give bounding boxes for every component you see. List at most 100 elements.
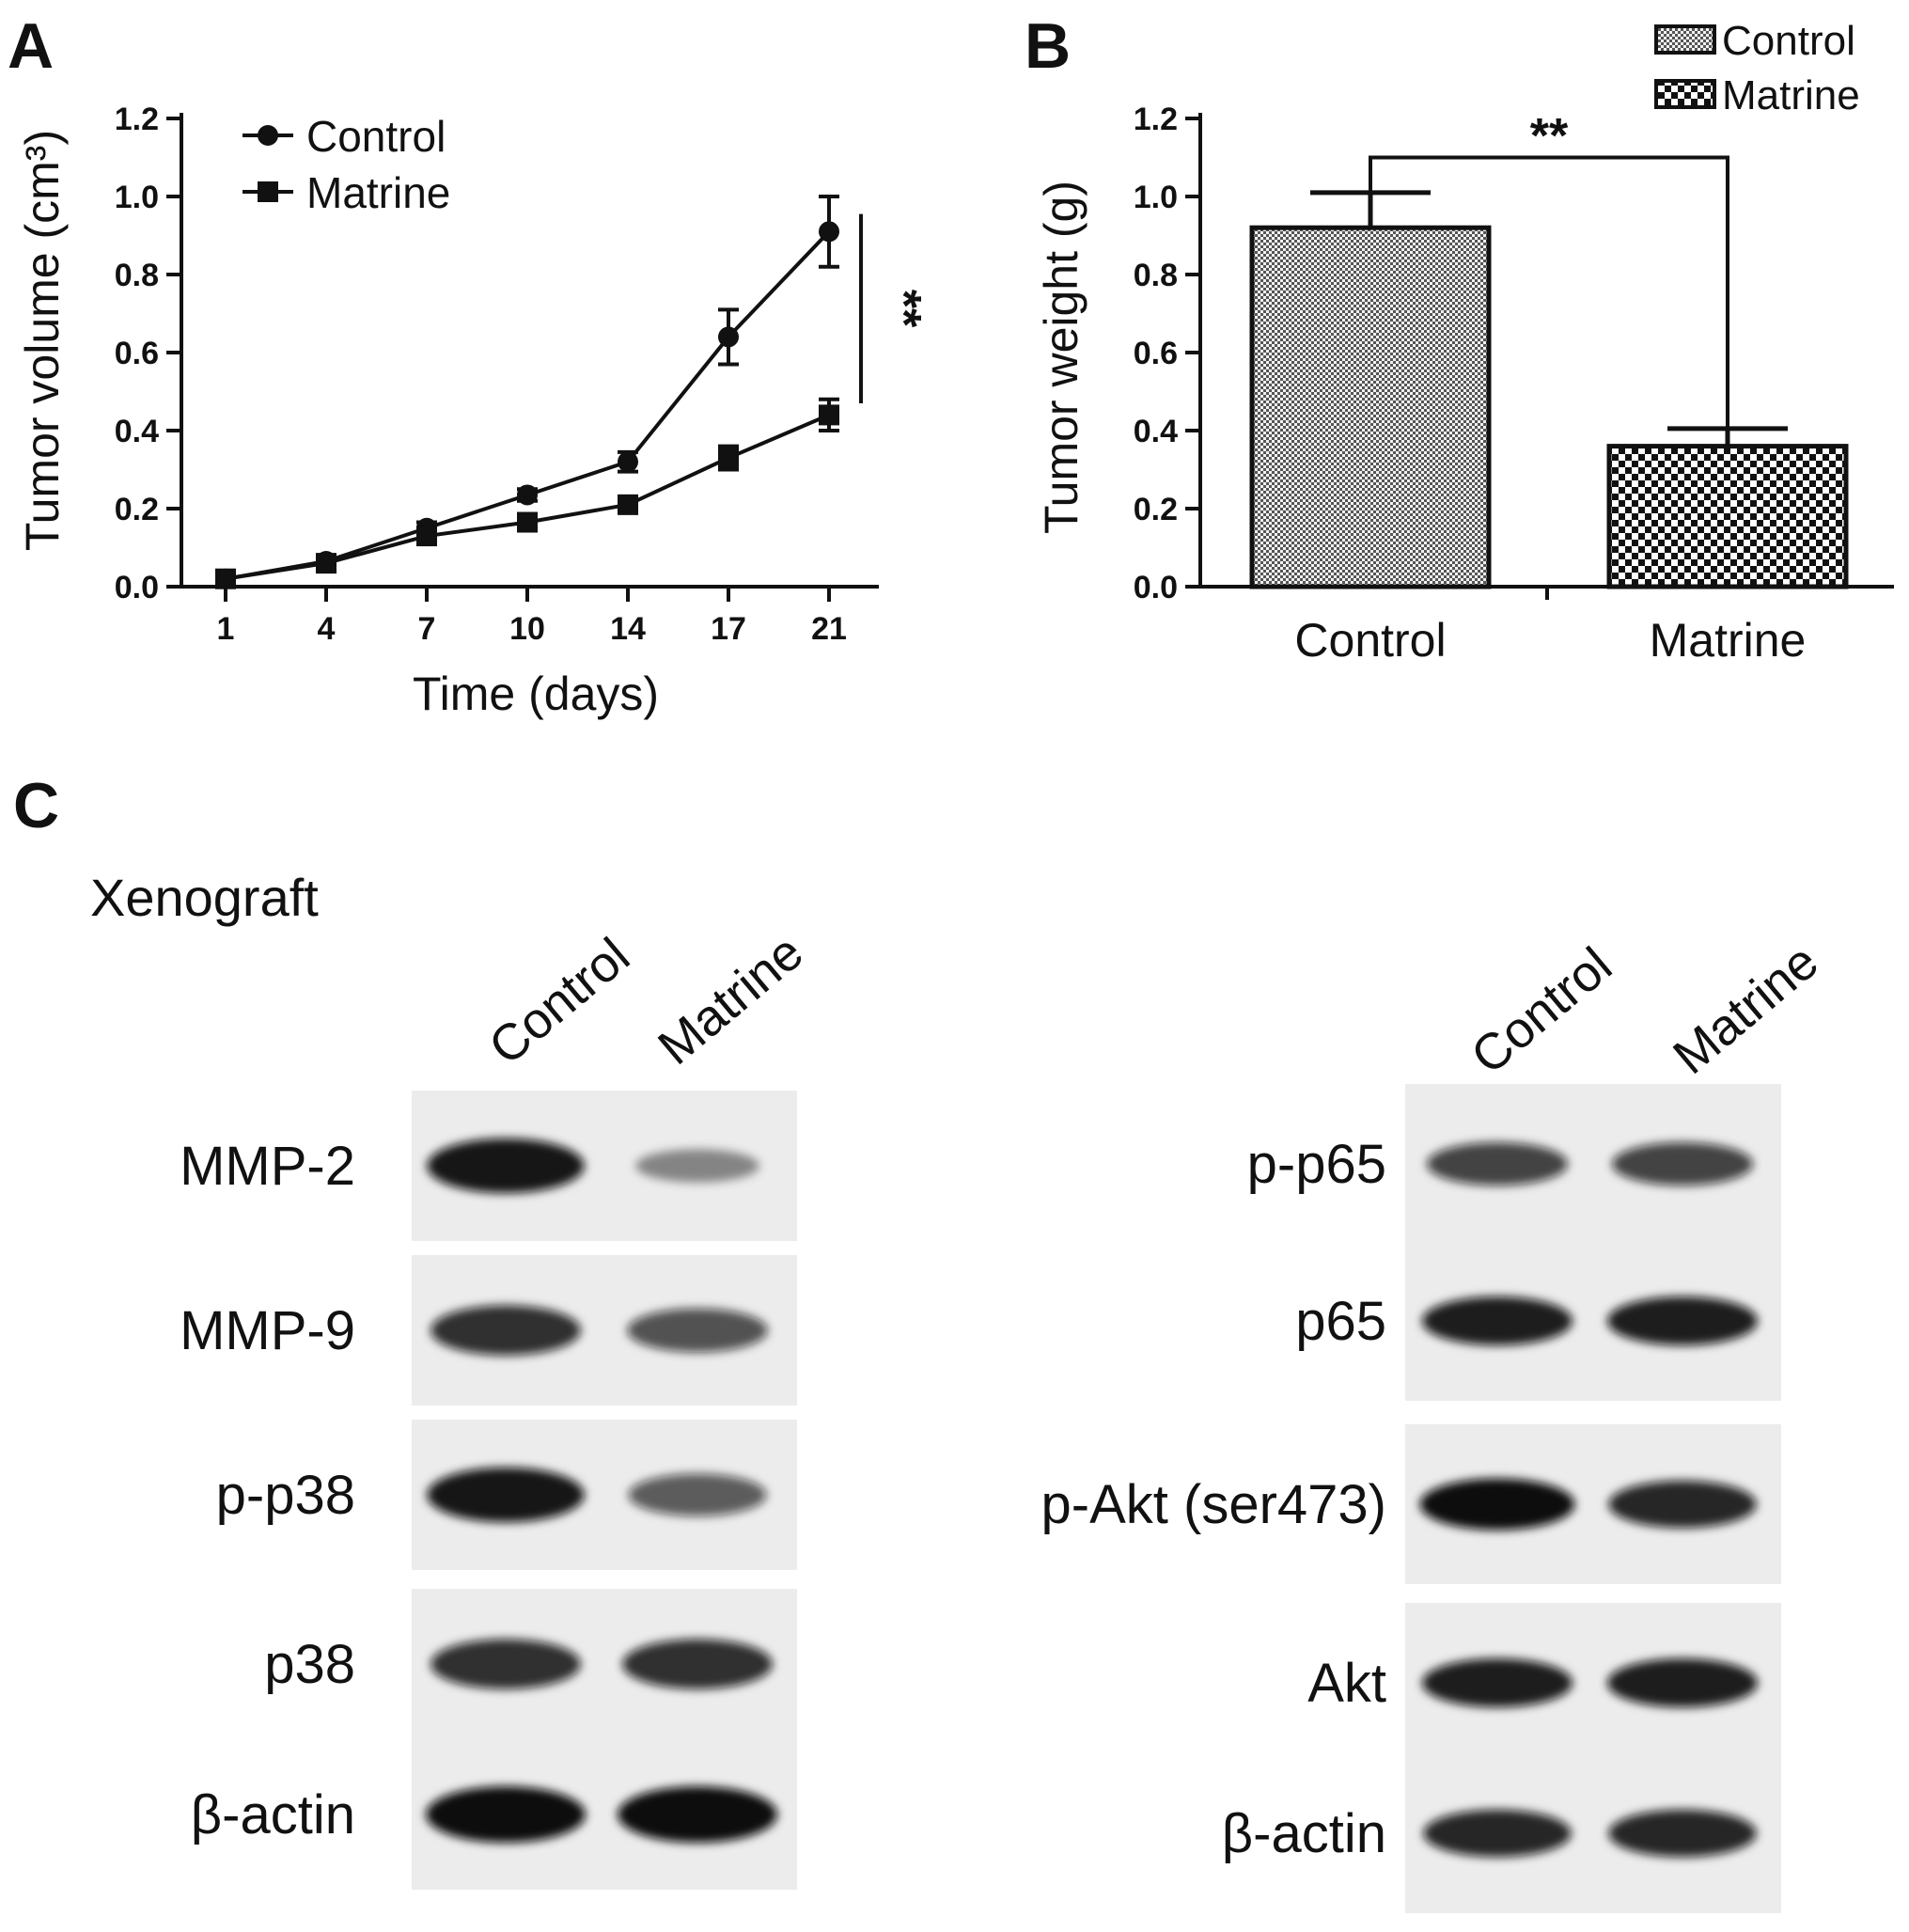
blot-row-label: p-p65 — [1247, 1134, 1386, 1195]
data-point-matrine — [215, 568, 236, 589]
lane-label-control: Control — [478, 927, 640, 1076]
lane-label-matrine: Matrine — [1663, 933, 1829, 1085]
legend-swatch — [1654, 24, 1716, 55]
x-tick-label: 4 — [318, 611, 336, 647]
chart-a-axes — [166, 113, 879, 602]
blot-row-label: MMP-2 — [180, 1136, 355, 1197]
chart-a-series — [215, 195, 863, 589]
legend-marker-circle — [258, 125, 278, 146]
x-tick-label: Control — [1294, 614, 1446, 667]
data-point-matrine — [316, 553, 336, 574]
y-tick-label: 1.0 — [115, 180, 159, 215]
y-tick-label: 0.2 — [115, 492, 159, 527]
y-tick-label: 1.2 — [1134, 102, 1178, 137]
blot-band — [1421, 1658, 1573, 1707]
legend-entry: Control — [306, 112, 446, 161]
lane-label-matrine: Matrine — [648, 923, 814, 1076]
data-point-matrine — [718, 448, 739, 469]
chart-a-tick-labels: 0.00.20.40.60.81.01.21 4 7 10 14 17 21 — [115, 102, 847, 647]
y-tick-label: 0.4 — [115, 414, 159, 449]
y-tick-label: 0.4 — [1134, 414, 1178, 449]
legend-swatch — [1654, 79, 1716, 109]
y-axis-label: Tumor volume (cm³) — [16, 130, 69, 551]
panel-label-a: A — [8, 10, 54, 82]
blot-row-label: p38 — [264, 1634, 355, 1695]
blot-band — [627, 1308, 768, 1353]
data-point-matrine — [517, 511, 538, 533]
significance-marker: ** — [876, 290, 931, 328]
x-axis-label: Time (days) — [413, 668, 659, 720]
panel-label-c: C — [13, 770, 59, 841]
chart-b-legend: Control Matrine — [1654, 18, 1860, 118]
blot-band — [1423, 1809, 1572, 1858]
lane-label-control: Control — [1461, 936, 1622, 1085]
blot-row-label: Akt — [1307, 1653, 1386, 1714]
blot-row-label: p-p38 — [216, 1465, 355, 1526]
blot-row-label: p-Akt (ser473) — [1041, 1474, 1386, 1535]
y-tick-label: 1.2 — [115, 102, 159, 137]
blot-band — [426, 1786, 586, 1843]
blot-band — [427, 1467, 585, 1523]
data-point-control — [517, 484, 538, 506]
y-tick-label: 0.6 — [115, 336, 159, 371]
blot-band — [618, 1786, 777, 1843]
western-blot-right: Control Matrine p-p65 p65 p-Akt (ser473) Akt β… — [1041, 933, 1829, 1913]
blot-band — [1421, 1296, 1573, 1345]
y-tick-label: 0.8 — [115, 258, 159, 293]
data-point-control — [618, 451, 638, 473]
x-tick-label: 14 — [610, 611, 646, 647]
x-tick-label: 10 — [509, 611, 545, 647]
legend-entry: Matrine — [1722, 72, 1860, 118]
blot-band — [1608, 1809, 1757, 1858]
blot-band — [1611, 1142, 1754, 1186]
chart-b-bars — [1249, 155, 1849, 589]
y-tick-label: 0.8 — [1134, 258, 1178, 293]
y-tick-label: 0.0 — [115, 570, 159, 605]
y-tick-label: 1.0 — [1134, 180, 1178, 215]
blot-band — [635, 1149, 759, 1183]
line-chart-tumor-volume: 0.00.20.40.60.81.01.21 4 7 10 14 17 21 Control… — [16, 102, 931, 720]
x-tick-label: 21 — [811, 611, 847, 647]
blot-band — [1419, 1478, 1575, 1531]
blot-band — [1608, 1480, 1757, 1529]
xenograft-label: Xenograft — [90, 868, 319, 927]
blot-band — [628, 1473, 767, 1516]
legend-entry: Matrine — [306, 168, 450, 217]
x-tick-label: 7 — [418, 611, 436, 647]
blot-row-label: p65 — [1295, 1291, 1386, 1352]
bar-control — [1249, 225, 1492, 589]
blot-band — [427, 1138, 585, 1194]
x-tick-label: 1 — [217, 611, 235, 647]
data-point-control — [819, 221, 839, 243]
blot-band — [1606, 1296, 1759, 1345]
bar-matrine — [1606, 444, 1849, 589]
y-axis-label: Tumor weight (g) — [1035, 181, 1088, 534]
significance-bracket — [1369, 155, 1729, 429]
x-tick-label: 17 — [711, 611, 746, 647]
data-point-control — [718, 326, 739, 348]
significance-marker: ** — [1530, 109, 1569, 164]
chart-b-tick-labels: 0.0 0.2 0.4 0.6 0.8 1.0 1.2 Control Matrine — [1134, 102, 1807, 667]
blot-band — [430, 1639, 581, 1689]
data-point-matrine — [618, 494, 638, 515]
y-tick-label: 0.6 — [1134, 336, 1178, 371]
legend-marker-square — [258, 181, 278, 202]
panel-label-b: B — [1025, 10, 1071, 82]
x-tick-label: Matrine — [1650, 614, 1807, 667]
blot-band — [430, 1305, 581, 1356]
bar-chart-tumor-weight: 0.0 0.2 0.4 0.6 0.8 1.0 1.2 Control Matrine Cont… — [1035, 18, 1894, 667]
legend-entry: Control — [1722, 18, 1855, 64]
chart-a-legend: Control Matrine — [243, 112, 450, 217]
data-point-matrine — [416, 526, 437, 547]
blot-band — [1426, 1142, 1569, 1186]
y-tick-label: 0.2 — [1134, 492, 1178, 527]
blot-row-label: MMP-9 — [180, 1300, 355, 1361]
blot-band — [1606, 1658, 1759, 1707]
data-point-matrine — [819, 404, 839, 426]
western-blot-left: Control Matrine MMP-2 MMP-9 p-p38 p38 β-actin — [180, 923, 814, 1890]
blot-row-label: β-actin — [191, 1784, 355, 1846]
blot-row-label: β-actin — [1222, 1803, 1386, 1864]
blot-band — [622, 1639, 773, 1689]
y-tick-label: 0.0 — [1134, 570, 1178, 605]
